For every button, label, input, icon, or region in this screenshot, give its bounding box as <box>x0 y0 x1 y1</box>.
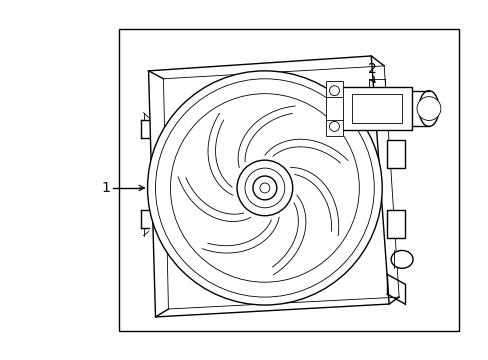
Bar <box>325 81 343 136</box>
Circle shape <box>329 86 339 96</box>
Circle shape <box>260 183 269 193</box>
Bar <box>352 94 401 123</box>
Text: 1: 1 <box>102 181 111 195</box>
Bar <box>119 29 458 331</box>
Circle shape <box>147 71 382 305</box>
Text: 2: 2 <box>367 62 376 76</box>
Circle shape <box>329 121 339 131</box>
Circle shape <box>252 176 276 200</box>
Bar <box>386 210 404 238</box>
Circle shape <box>244 168 284 208</box>
Bar <box>386 140 404 168</box>
Bar <box>342 87 411 130</box>
Circle shape <box>416 96 440 121</box>
Ellipse shape <box>390 251 412 268</box>
Ellipse shape <box>418 91 438 126</box>
Circle shape <box>237 160 292 216</box>
